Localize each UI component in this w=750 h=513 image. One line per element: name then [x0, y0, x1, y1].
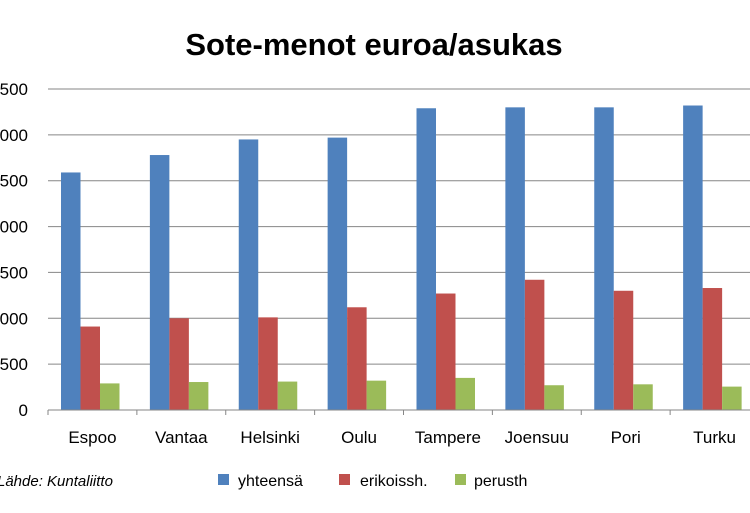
legend-label: erikoissh. — [360, 473, 428, 490]
source-note: Lähde: Kuntaliitto — [0, 473, 113, 490]
category-label: Tampere — [415, 428, 481, 447]
bar-perusth — [366, 380, 387, 410]
bar-erikoissh. — [258, 317, 278, 410]
bar-perusth — [544, 385, 564, 410]
bar-perusth — [188, 382, 209, 410]
bar-yhteensä — [594, 107, 614, 410]
bar-erikoissh. — [702, 288, 723, 410]
bar-yhteensä — [149, 155, 170, 410]
y-tick-label: 3000 — [0, 126, 28, 145]
category-labels: Espoo Vantaa Helsinki Oulu Tampere Joensuu Por… — [68, 428, 736, 447]
bar-yhteensä — [238, 139, 259, 410]
chart-title: Sote-menot euroa/asukas — [185, 27, 562, 62]
bar-erikoissh. — [347, 307, 367, 410]
category-label: Espoo — [68, 428, 116, 447]
category-label: Oulu — [341, 428, 377, 447]
bar-erikoissh. — [613, 290, 634, 410]
legend: yhteensä erikoissh. perusth — [218, 473, 527, 490]
bar-yhteensä — [61, 172, 81, 410]
bar-perusth — [277, 381, 298, 410]
y-tick-label: 500 — [0, 355, 28, 374]
category-label: Joensuu — [505, 428, 569, 447]
legend-swatch — [218, 474, 229, 485]
legend-label: yhteensä — [238, 473, 303, 490]
bar-erikoissh. — [524, 279, 545, 410]
bar-erikoissh. — [80, 326, 100, 410]
y-tick-label: 2000 — [0, 218, 28, 237]
bars — [61, 105, 742, 410]
bar-erikoissh. — [436, 293, 456, 410]
x-axis — [47, 409, 750, 415]
y-tick-label: 0 — [19, 401, 28, 420]
y-tick-label: 3500 — [0, 80, 28, 99]
bar-perusth — [633, 384, 653, 410]
category-label: Pori — [611, 428, 641, 447]
category-label: Vantaa — [155, 428, 208, 447]
bar-yhteensä — [327, 137, 348, 410]
bar-perusth — [100, 383, 120, 410]
category-label: Turku — [693, 428, 736, 447]
bar-erikoissh. — [169, 318, 189, 410]
bar-perusth — [455, 377, 475, 410]
y-tick-label: 1500 — [0, 263, 28, 282]
category-label: Helsinki — [240, 428, 300, 447]
legend-swatch — [339, 474, 350, 485]
bar-yhteensä — [683, 105, 703, 410]
y-tick-label: 1000 — [0, 309, 28, 328]
legend-label: perusth — [474, 473, 527, 490]
bar-perusth — [722, 386, 742, 410]
y-tick-label: 2500 — [0, 172, 28, 191]
y-axis-ticks: 0 500 1000 1500 2000 2500 3000 3500 — [0, 80, 28, 420]
bar-yhteensä — [505, 107, 525, 410]
bar-yhteensä — [416, 108, 436, 410]
legend-swatch — [455, 474, 466, 485]
